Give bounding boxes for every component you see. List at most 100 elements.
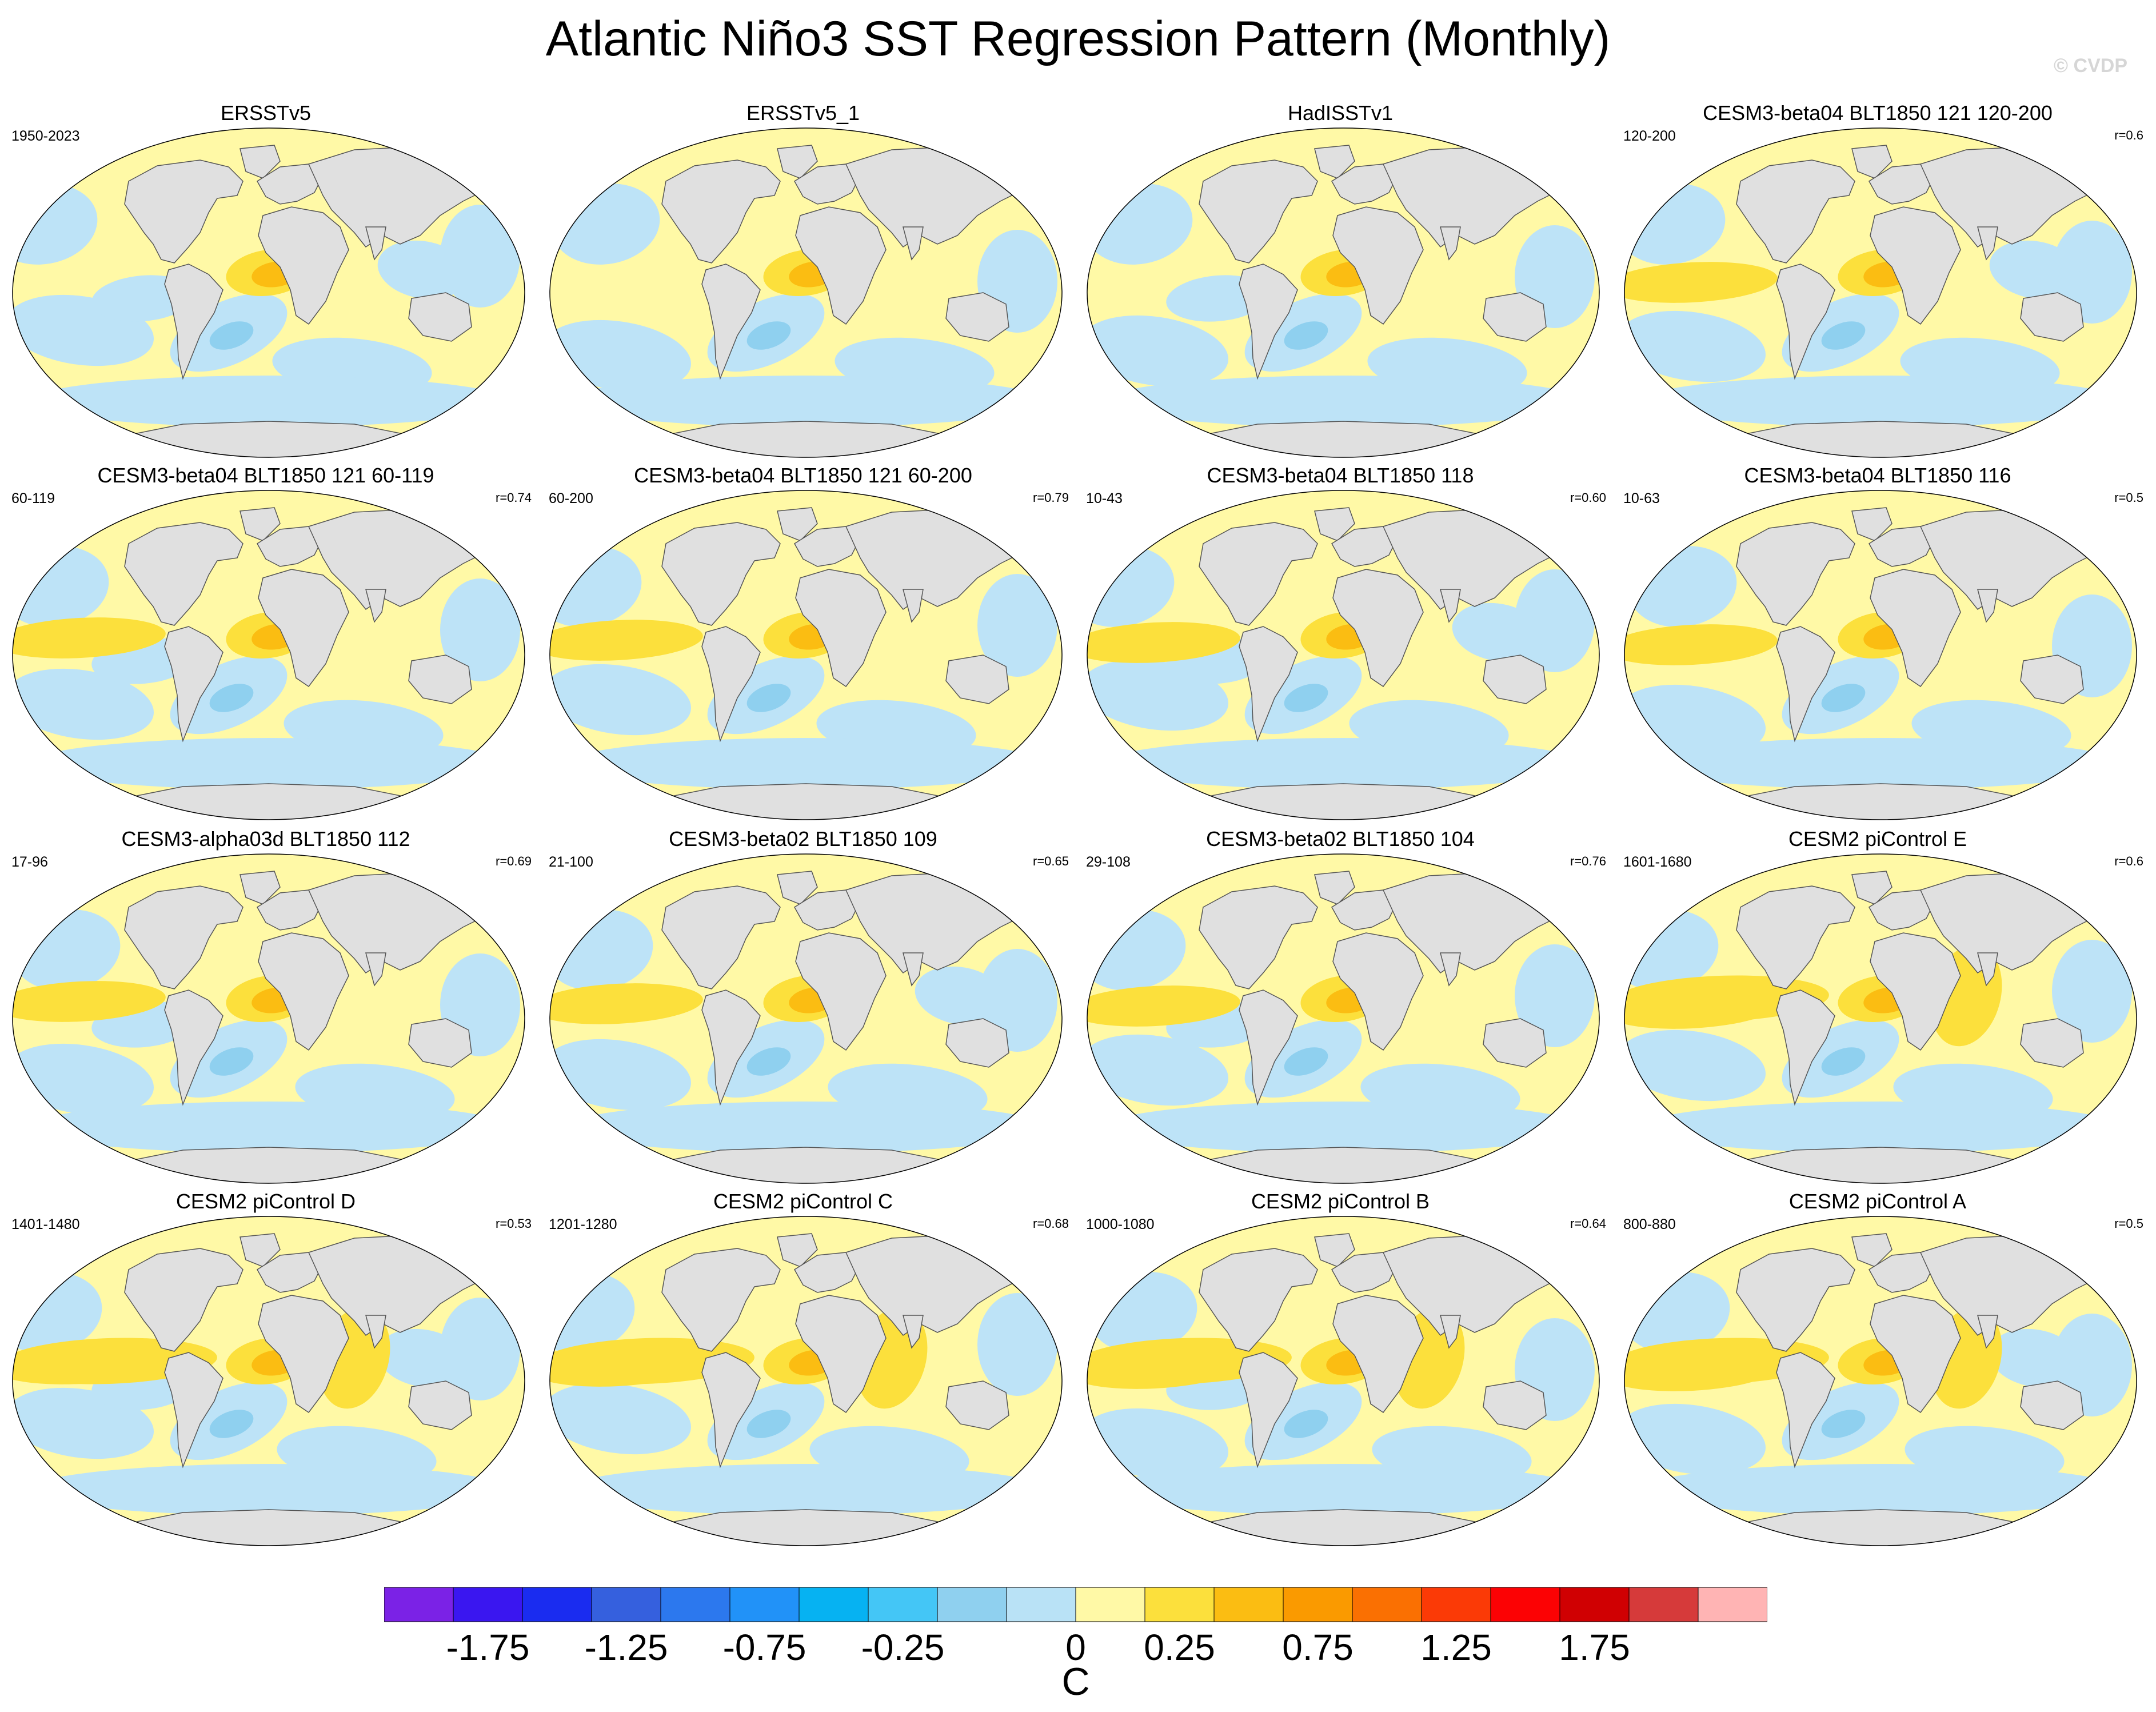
panel-years: 60-119 bbox=[11, 490, 55, 506]
panel-title: CESM3-alpha03d BLT1850 112 bbox=[121, 827, 410, 851]
land-mass bbox=[1977, 952, 1998, 987]
sst-field bbox=[1087, 854, 1599, 1183]
panel-correlation: r=0.60 bbox=[1570, 490, 1606, 505]
colorbar-swatch bbox=[729, 1587, 800, 1622]
colorbar-swatch bbox=[1213, 1587, 1284, 1622]
land-mass bbox=[164, 626, 223, 743]
land-mass bbox=[945, 292, 1009, 342]
land-mass bbox=[903, 1315, 924, 1349]
land-mass bbox=[1776, 989, 1835, 1106]
world-map bbox=[1087, 127, 1600, 458]
panel-correlation: r=0.68 bbox=[1033, 1216, 1069, 1231]
land-mass bbox=[1331, 889, 1398, 931]
land-mass bbox=[945, 655, 1009, 704]
colorbar-swatch bbox=[1352, 1587, 1422, 1622]
sst-field bbox=[1624, 854, 2137, 1183]
sst-anomaly-patch bbox=[1821, 321, 1866, 350]
colorbar-swatch bbox=[1283, 1587, 1353, 1622]
map-outline bbox=[1087, 490, 1600, 820]
world-map bbox=[1087, 853, 1600, 1184]
colorbar-bar bbox=[384, 1587, 1767, 1622]
land-mass bbox=[793, 163, 861, 205]
sst-anomaly-patch bbox=[1103, 1464, 1583, 1515]
land-mass bbox=[2020, 1380, 2084, 1430]
land-mass bbox=[1239, 989, 1298, 1106]
panel-years: 1601-1680 bbox=[1623, 854, 1692, 870]
sst-anomaly-patch bbox=[1087, 985, 1240, 1027]
sst-field bbox=[1087, 1216, 1599, 1546]
land-mass bbox=[408, 655, 472, 704]
colorbar-swatch bbox=[522, 1587, 592, 1622]
colorbar-swatch bbox=[1490, 1587, 1560, 1622]
sst-field bbox=[1624, 128, 2137, 457]
land-mass bbox=[662, 1509, 949, 1546]
land-mass bbox=[661, 159, 781, 264]
map-panel: CESM3-beta04 BLT1850 116 10-63 r=0.5 bbox=[1612, 464, 2143, 830]
land-mass bbox=[1737, 1509, 2024, 1546]
map-outline bbox=[1624, 1216, 2137, 1546]
land-mass bbox=[1332, 1295, 1424, 1414]
land-mass bbox=[1314, 1233, 1355, 1267]
land-mass bbox=[2020, 655, 2084, 704]
panel-years: 10-63 bbox=[1623, 490, 1660, 506]
land-mass bbox=[1200, 783, 1487, 820]
sst-anomaly-patch bbox=[1452, 602, 1543, 662]
sst-anomaly-patch bbox=[1087, 1034, 1229, 1106]
land-mass bbox=[1851, 145, 1893, 179]
sst-anomaly-patch bbox=[440, 578, 520, 681]
land-mass bbox=[256, 1252, 324, 1293]
sst-anomaly-patch bbox=[1624, 975, 1829, 1022]
land-mass bbox=[701, 1352, 761, 1468]
land-mass bbox=[2020, 292, 2084, 342]
map-outline bbox=[1087, 1216, 1600, 1546]
sst-anomaly-patch bbox=[1284, 1410, 1328, 1438]
land-mass bbox=[1199, 159, 1318, 264]
panel-correlation: r=0.5 bbox=[2114, 1216, 2143, 1231]
sst-anomaly-patch bbox=[13, 1338, 217, 1384]
panel-years: 1201-1280 bbox=[549, 1216, 617, 1232]
colorbar-swatch bbox=[384, 1587, 454, 1622]
panel-years: 120-200 bbox=[1623, 128, 1676, 144]
panel-years: 1950-2023 bbox=[11, 128, 80, 144]
land-mass bbox=[1314, 871, 1355, 905]
colorbar-tick-label: 0.25 bbox=[1144, 1627, 1215, 1668]
land-mass bbox=[1199, 522, 1318, 626]
land-mass bbox=[258, 932, 349, 1051]
world-map bbox=[1624, 853, 2137, 1184]
sst-anomaly-patch bbox=[1640, 376, 2121, 427]
sst-field bbox=[1087, 490, 1599, 820]
land-mass bbox=[1314, 145, 1355, 179]
sst-anomaly-patch bbox=[550, 1039, 692, 1111]
colorbar-tick-label: -0.75 bbox=[722, 1627, 806, 1668]
land-mass bbox=[1440, 226, 1461, 261]
map-outline bbox=[12, 490, 525, 820]
sst-anomaly-patch bbox=[550, 664, 692, 736]
sst-anomaly-patch bbox=[13, 981, 166, 1022]
land-mass bbox=[795, 569, 887, 688]
land-mass bbox=[256, 526, 324, 567]
sst-field bbox=[1087, 128, 1599, 457]
land-mass bbox=[125, 421, 412, 457]
sst-anomaly-patch bbox=[1640, 1464, 2121, 1515]
sst-anomaly-patch bbox=[566, 738, 1046, 789]
sst-anomaly-patch bbox=[1103, 1102, 1583, 1153]
sst-field bbox=[13, 854, 525, 1183]
colorbar-swatch bbox=[868, 1587, 938, 1622]
sst-field bbox=[550, 490, 1062, 820]
panel-years: 29-108 bbox=[1086, 854, 1131, 870]
land-mass bbox=[125, 783, 412, 820]
sst-field bbox=[13, 128, 525, 457]
sst-field bbox=[550, 854, 1062, 1183]
land-mass bbox=[701, 626, 761, 743]
land-mass bbox=[1736, 522, 1855, 626]
colorbar-swatch bbox=[1144, 1587, 1215, 1622]
land-mass bbox=[795, 206, 887, 325]
copyright-watermark: © CVDP bbox=[2054, 55, 2127, 77]
land-mass bbox=[408, 292, 472, 342]
land-mass bbox=[1737, 1147, 2024, 1183]
sst-anomaly-patch bbox=[1087, 315, 1229, 387]
sst-anomaly-patch bbox=[29, 1464, 509, 1515]
world-map bbox=[12, 1216, 525, 1546]
sst-field bbox=[13, 490, 525, 820]
sst-anomaly-patch bbox=[1821, 1410, 1866, 1438]
